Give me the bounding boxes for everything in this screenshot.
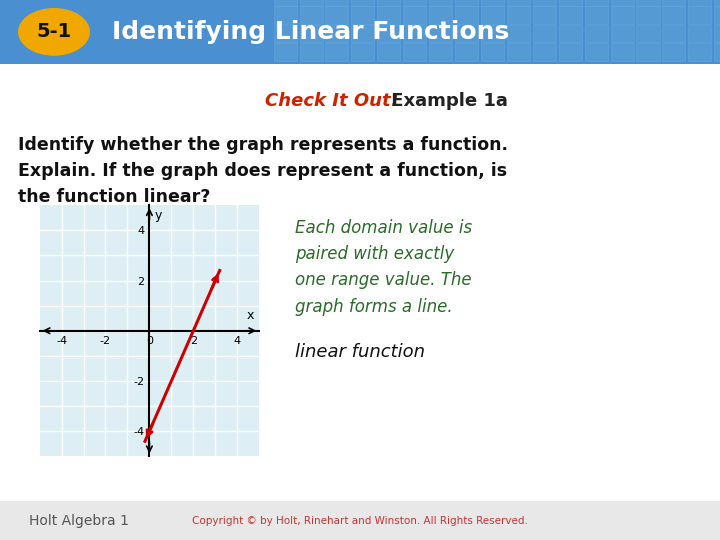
Text: Holt Algebra 1: Holt Algebra 1 xyxy=(29,514,129,528)
Bar xyxy=(507,43,530,60)
Bar xyxy=(714,0,720,6)
Bar xyxy=(585,0,608,6)
Bar xyxy=(533,6,556,24)
Bar xyxy=(507,6,530,24)
Bar xyxy=(274,25,297,43)
Bar xyxy=(585,6,608,24)
Bar xyxy=(559,0,582,6)
Text: Copyright © by Holt, Rinehart and Winston. All Rights Reserved.: Copyright © by Holt, Rinehart and Winsto… xyxy=(192,516,528,525)
Bar xyxy=(377,6,400,24)
Bar xyxy=(636,25,660,43)
Bar xyxy=(325,25,348,43)
Bar xyxy=(481,0,504,6)
Bar xyxy=(455,6,478,24)
Bar xyxy=(274,43,297,60)
Bar xyxy=(481,43,504,60)
Bar xyxy=(611,43,634,60)
Bar xyxy=(636,43,660,60)
Bar xyxy=(429,43,452,60)
Bar xyxy=(351,0,374,6)
Bar xyxy=(455,0,478,6)
Bar xyxy=(429,6,452,24)
Ellipse shape xyxy=(18,8,90,56)
Bar xyxy=(325,6,348,24)
Bar xyxy=(274,6,297,24)
Bar xyxy=(533,0,556,6)
Bar xyxy=(455,43,478,60)
Bar xyxy=(377,43,400,60)
Bar xyxy=(611,6,634,24)
Text: the function linear?: the function linear? xyxy=(18,187,210,206)
Bar xyxy=(481,25,504,43)
Bar xyxy=(559,25,582,43)
Bar xyxy=(507,25,530,43)
Text: Identifying Linear Functions: Identifying Linear Functions xyxy=(112,20,509,44)
Bar xyxy=(688,43,711,60)
Bar xyxy=(559,6,582,24)
Bar xyxy=(585,43,608,60)
Bar xyxy=(325,0,348,6)
Bar xyxy=(714,25,720,43)
Text: 5-1: 5-1 xyxy=(37,22,71,42)
Bar xyxy=(559,43,582,60)
Text: Identify whether the graph represents a function.: Identify whether the graph represents a … xyxy=(18,136,508,153)
Text: x: x xyxy=(247,309,254,322)
Bar xyxy=(351,43,374,60)
Bar xyxy=(403,0,426,6)
Bar xyxy=(636,0,660,6)
Text: Example 1a: Example 1a xyxy=(385,92,508,110)
Bar xyxy=(300,0,323,6)
Text: Explain. If the graph does represent a function, is: Explain. If the graph does represent a f… xyxy=(18,161,507,180)
Bar xyxy=(662,43,685,60)
Bar xyxy=(636,6,660,24)
Bar xyxy=(403,6,426,24)
Bar xyxy=(688,25,711,43)
Bar xyxy=(688,0,711,6)
Bar xyxy=(351,6,374,24)
Bar xyxy=(611,25,634,43)
Bar xyxy=(662,25,685,43)
Bar xyxy=(611,0,634,6)
Bar xyxy=(585,25,608,43)
Bar xyxy=(662,0,685,6)
Bar xyxy=(300,43,323,60)
Text: y: y xyxy=(155,209,162,222)
Bar xyxy=(481,6,504,24)
Text: Check It Out!: Check It Out! xyxy=(265,92,399,110)
Bar xyxy=(714,6,720,24)
Bar xyxy=(325,43,348,60)
Bar xyxy=(377,0,400,6)
Bar xyxy=(377,25,400,43)
Bar xyxy=(507,0,530,6)
Bar xyxy=(274,0,297,6)
Bar xyxy=(429,25,452,43)
Text: Each domain value is
paired with exactly
one range value. The
graph forms a line: Each domain value is paired with exactly… xyxy=(295,219,472,316)
Bar xyxy=(403,43,426,60)
Bar xyxy=(429,0,452,6)
Bar xyxy=(533,43,556,60)
Bar xyxy=(351,25,374,43)
Text: linear function: linear function xyxy=(295,343,425,361)
Bar xyxy=(300,6,323,24)
Bar xyxy=(300,25,323,43)
Bar xyxy=(455,25,478,43)
Bar xyxy=(688,6,711,24)
Bar xyxy=(714,43,720,60)
Bar xyxy=(403,25,426,43)
Bar xyxy=(533,25,556,43)
Bar xyxy=(662,6,685,24)
